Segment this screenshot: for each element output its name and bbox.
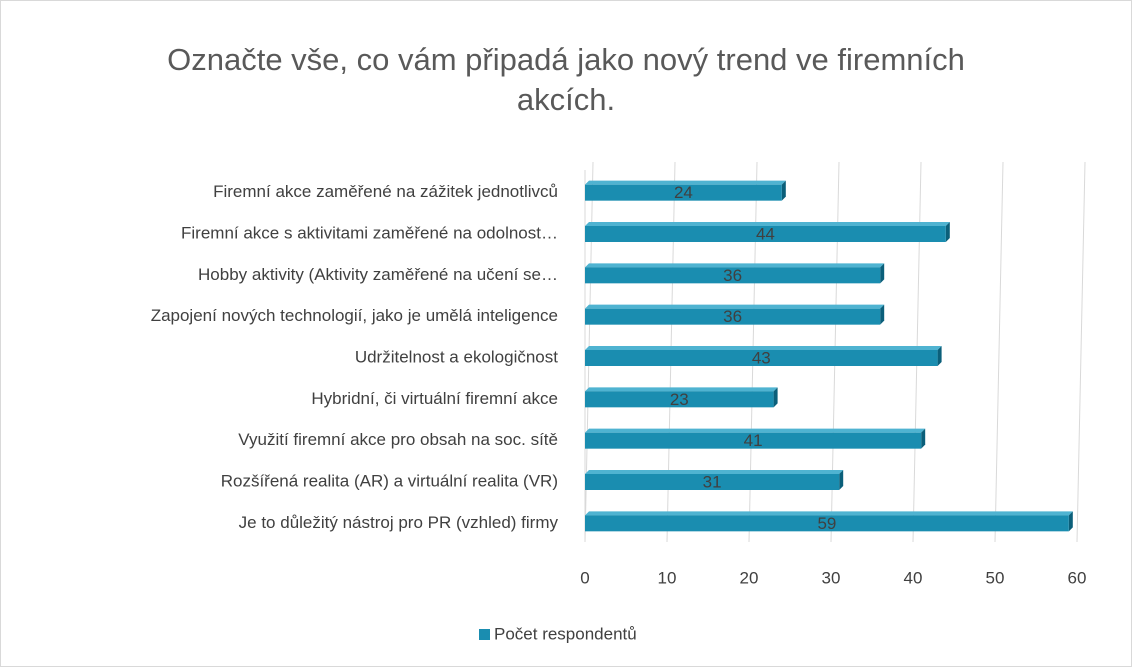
bar-top <box>585 428 926 433</box>
bar <box>585 308 881 325</box>
legend-label: Počet respondentů <box>494 624 637 643</box>
bar-top <box>585 387 778 392</box>
value-label: 41 <box>744 431 763 450</box>
bar-side <box>880 263 885 284</box>
bar-side <box>839 470 844 490</box>
value-label: 59 <box>817 514 836 533</box>
legend-swatch <box>479 629 490 640</box>
bar <box>585 226 946 242</box>
x-tick-label: 60 <box>1068 568 1087 587</box>
x-tick-label: 0 <box>580 568 589 587</box>
bar-side <box>781 180 786 201</box>
value-label: 44 <box>756 224 775 243</box>
bar-top <box>585 180 786 185</box>
x-tick-label: 40 <box>904 568 923 587</box>
y-tick-label: Hobby aktivity (Aktivity zaměřené na uče… <box>198 265 558 284</box>
grid-line <box>994 161 1004 543</box>
value-label: 23 <box>670 390 689 409</box>
bar-top <box>585 222 950 226</box>
grid-line <box>1076 161 1086 543</box>
bar <box>585 432 922 449</box>
y-tick-label: Rozšířená realita (AR) a virtuální reali… <box>221 471 558 490</box>
y-tick-label: Firemní akce zaměřené na zážitek jednotl… <box>213 182 558 201</box>
bar-side <box>921 428 926 449</box>
bar <box>585 350 938 366</box>
bar <box>585 391 774 408</box>
bar <box>585 184 782 201</box>
bar-side <box>1068 511 1073 532</box>
x-tick-label: 30 <box>822 568 841 587</box>
value-label: 31 <box>703 472 722 491</box>
x-tick-label: 20 <box>740 568 759 587</box>
y-tick-label: Je to důležitý nástroj pro PR (vzhled) f… <box>239 513 559 532</box>
bar-top <box>585 263 885 268</box>
bar-side <box>945 222 950 242</box>
bar-side <box>937 346 942 366</box>
bar-top <box>585 304 885 309</box>
chart-title: Označte vše, co vám připadá jako nový tr… <box>167 42 965 117</box>
bar-side <box>880 304 885 325</box>
x-tick-label: 10 <box>658 568 677 587</box>
y-tick-label: Zapojení nových technologií, jako je umě… <box>151 306 558 325</box>
bar-top <box>585 470 844 474</box>
x-tick-label: 50 <box>986 568 1005 587</box>
bar-top <box>585 346 942 350</box>
value-label: 36 <box>723 266 742 285</box>
bar-side <box>773 387 778 408</box>
bar <box>585 474 840 490</box>
value-label: 43 <box>752 348 771 367</box>
value-label: 24 <box>674 183 693 202</box>
value-label: 36 <box>723 307 742 326</box>
y-tick-label: Využití firemní akce pro obsah na soc. s… <box>238 430 558 449</box>
bar <box>585 267 881 284</box>
y-tick-label: Hybridní, či virtuální firemní akce <box>311 389 558 408</box>
y-tick-label: Udržitelnost a ekologičnost <box>355 347 558 366</box>
bar <box>585 515 1069 532</box>
bar-top <box>585 511 1073 516</box>
y-tick-label: Firemní akce s aktivitami zaměřené na od… <box>181 223 558 242</box>
